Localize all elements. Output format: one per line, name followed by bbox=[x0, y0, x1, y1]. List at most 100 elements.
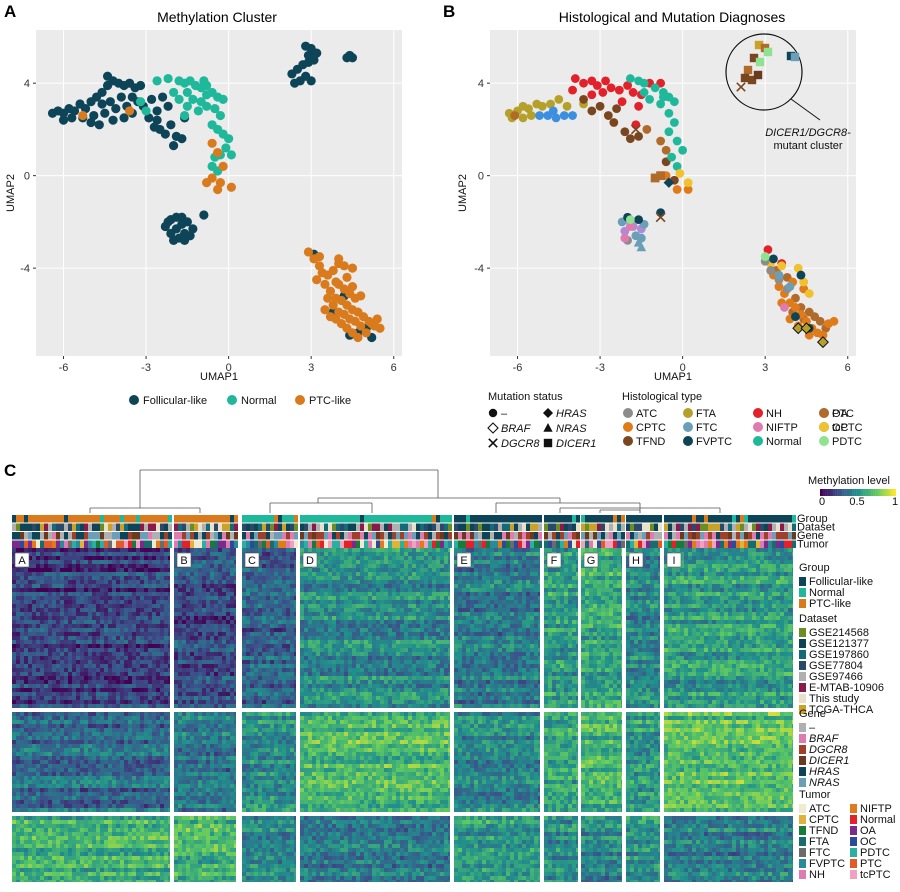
heatmap-cell bbox=[76, 788, 80, 792]
annotation-cell bbox=[274, 523, 278, 531]
heatmap-cell bbox=[88, 808, 92, 812]
heatmap-cell bbox=[156, 728, 160, 732]
heatmap-cell bbox=[88, 756, 92, 760]
heatmap-cell bbox=[24, 872, 28, 876]
heatmap-cell bbox=[96, 576, 100, 580]
heatmap-cell bbox=[128, 700, 132, 704]
heatmap-cell bbox=[124, 660, 128, 664]
heatmap-cell bbox=[214, 644, 218, 648]
heatmap-cell bbox=[24, 672, 28, 676]
annotation-cell bbox=[198, 523, 202, 531]
heatmap-cell bbox=[28, 844, 32, 848]
heatmap-cell bbox=[210, 608, 214, 612]
annotation-cell bbox=[400, 515, 404, 523]
annotation-cell bbox=[304, 515, 308, 523]
heatmap-cell bbox=[148, 704, 152, 708]
heatmap-cell bbox=[76, 692, 80, 696]
point-a-follicular-like bbox=[119, 113, 129, 123]
panel-letter-b: B bbox=[443, 2, 455, 21]
annotation-cell bbox=[12, 523, 16, 531]
heatmap-cell bbox=[100, 588, 104, 592]
legend-b-histology-marker bbox=[753, 408, 763, 418]
heatmap-cell bbox=[132, 780, 136, 784]
annotation-cell bbox=[104, 523, 108, 531]
heatmap-cell bbox=[160, 872, 164, 876]
heatmap-cell bbox=[120, 768, 124, 772]
heatmap-cell bbox=[198, 548, 202, 552]
annotation-cell bbox=[408, 532, 412, 540]
heatmap-cell bbox=[76, 624, 80, 628]
heatmap-cell bbox=[206, 652, 210, 656]
heatmap-cell bbox=[202, 552, 206, 556]
heatmap-cell bbox=[16, 668, 20, 672]
heatmap-cell bbox=[72, 820, 76, 824]
point-b-fta bbox=[800, 322, 813, 335]
annotation-cell bbox=[638, 515, 642, 523]
annotation-cell bbox=[116, 532, 120, 540]
annotation-cell bbox=[552, 523, 556, 531]
heatmap-cell bbox=[182, 652, 186, 656]
annotation-cell bbox=[650, 523, 654, 531]
heatmap-cell bbox=[68, 848, 72, 852]
heatmap-cell bbox=[16, 816, 20, 820]
annotation-cell bbox=[396, 532, 400, 540]
heatmap-cell bbox=[160, 560, 164, 564]
heatmap-cell bbox=[16, 716, 20, 720]
heatmap-cell bbox=[160, 784, 164, 788]
heatmap-cell bbox=[164, 620, 168, 624]
heatmap-cell bbox=[108, 748, 112, 752]
heatmap-cell bbox=[120, 720, 124, 724]
point-a-follicular-like bbox=[105, 97, 115, 107]
heatmap-cell bbox=[100, 720, 104, 724]
heatmap-cell bbox=[40, 772, 44, 776]
heatmap-cell bbox=[152, 692, 156, 696]
heatmap-cell bbox=[72, 600, 76, 604]
heatmap-cell bbox=[96, 680, 100, 684]
heatmap-cell bbox=[52, 828, 56, 832]
heatmap-cell bbox=[100, 612, 104, 616]
heatmap-cell bbox=[72, 856, 76, 860]
heatmap-cell bbox=[120, 784, 124, 788]
heatmap-cell bbox=[218, 604, 222, 608]
heatmap-cell bbox=[20, 852, 24, 856]
heatmap-cell bbox=[108, 680, 112, 684]
heatmap-cell bbox=[16, 740, 20, 744]
heatmap-cell bbox=[144, 748, 148, 752]
annotation-cell bbox=[392, 515, 396, 523]
heatmap-cell bbox=[84, 552, 88, 556]
heatmap-cell bbox=[48, 848, 52, 852]
heatmap-cell bbox=[16, 840, 20, 844]
heatmap-cell bbox=[76, 864, 80, 868]
heatmap-cell bbox=[168, 776, 170, 780]
annotation-cell bbox=[124, 523, 128, 531]
heatmap-cell bbox=[40, 712, 44, 716]
annotation-cell bbox=[792, 515, 796, 523]
heatmap-cell bbox=[116, 772, 120, 776]
heatmap-cell bbox=[28, 836, 32, 840]
heatmap-cell bbox=[52, 768, 56, 772]
heatmap-cell bbox=[56, 860, 60, 864]
annotation-cell bbox=[490, 532, 494, 540]
annotation-cell bbox=[234, 523, 238, 531]
heatmap-cell bbox=[230, 568, 234, 572]
annotation-cell bbox=[712, 532, 716, 540]
heatmap-cell bbox=[20, 836, 24, 840]
heatmap-cell bbox=[96, 656, 100, 660]
heatmap-cell bbox=[40, 596, 44, 600]
heatmap-cell bbox=[20, 608, 24, 612]
heatmap-cell bbox=[64, 668, 68, 672]
heatmap-cell bbox=[186, 632, 190, 636]
heatmap-cell bbox=[164, 844, 168, 848]
annotation-cell bbox=[104, 515, 108, 523]
annotation-cell bbox=[792, 532, 796, 540]
heatmap-cell bbox=[44, 576, 48, 580]
annotation-cell bbox=[352, 523, 356, 531]
heatmap-cell bbox=[52, 744, 56, 748]
annotation-cell bbox=[124, 540, 128, 548]
annotation-cell bbox=[136, 515, 140, 523]
heatmap-cell bbox=[164, 676, 168, 680]
annotation-cell bbox=[538, 532, 542, 540]
heatmap-cell bbox=[16, 832, 20, 836]
heatmap-cell bbox=[178, 628, 182, 632]
